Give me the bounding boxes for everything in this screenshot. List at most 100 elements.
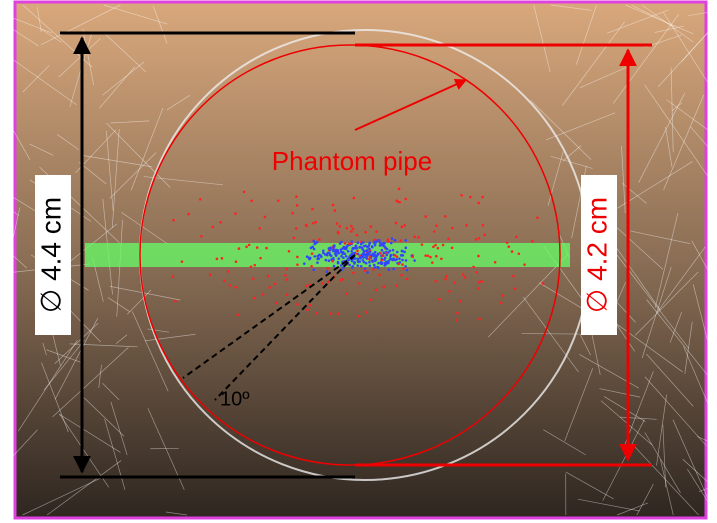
hit	[350, 230, 353, 233]
hit	[379, 241, 382, 244]
hit	[295, 195, 298, 198]
hit	[328, 259, 331, 262]
hit	[435, 255, 438, 258]
hit	[337, 257, 340, 260]
hit	[347, 259, 350, 262]
hit	[379, 244, 382, 247]
hit	[523, 263, 526, 266]
hit	[472, 266, 475, 269]
hit	[296, 263, 299, 266]
hit	[445, 275, 448, 278]
hit	[362, 259, 365, 262]
hit	[502, 294, 505, 297]
hit	[406, 278, 409, 281]
hit	[277, 199, 280, 202]
hit	[250, 200, 253, 203]
hit	[494, 261, 497, 264]
hit	[536, 216, 539, 219]
hit	[424, 254, 427, 257]
hit	[311, 208, 314, 211]
hit	[389, 255, 392, 258]
hit	[377, 262, 380, 265]
hit	[328, 247, 331, 250]
hit	[469, 196, 472, 199]
hit	[475, 238, 478, 241]
hit	[465, 224, 468, 227]
hit	[296, 303, 299, 306]
hit	[370, 298, 373, 301]
hit	[250, 265, 253, 268]
hit	[321, 282, 324, 285]
hit	[248, 244, 251, 247]
hit	[336, 222, 339, 225]
hit	[258, 227, 261, 230]
hit	[252, 277, 255, 280]
hit	[337, 261, 340, 264]
hit	[312, 222, 315, 225]
hit	[507, 245, 510, 248]
hit	[434, 244, 437, 247]
hit	[346, 227, 349, 230]
hit	[398, 257, 401, 260]
hit	[253, 264, 256, 267]
hit	[362, 241, 365, 244]
hit	[435, 224, 438, 227]
hit	[500, 301, 503, 304]
hit	[456, 319, 459, 322]
hit	[350, 250, 353, 253]
hit	[352, 247, 355, 250]
hit	[385, 254, 388, 257]
hit	[171, 275, 174, 278]
hit	[353, 197, 356, 200]
hit	[330, 312, 333, 315]
hit	[326, 267, 329, 270]
hit	[512, 275, 515, 278]
hit	[384, 256, 387, 259]
hit	[406, 269, 409, 272]
hit	[345, 255, 348, 258]
hit	[311, 252, 314, 255]
inner-diameter-label: ∅ 4.2 cm	[581, 197, 612, 313]
hit	[396, 251, 399, 254]
hit	[371, 259, 374, 262]
hit	[378, 274, 381, 277]
angle-label: 10º	[220, 388, 250, 410]
pipe-label: Phantom pipe	[272, 146, 432, 176]
hit	[313, 255, 316, 258]
hit	[404, 239, 407, 242]
hit	[320, 255, 323, 258]
hit	[447, 238, 450, 241]
hit	[256, 246, 259, 249]
hit	[383, 264, 386, 267]
hit	[358, 315, 361, 318]
hit	[401, 254, 404, 257]
hit	[386, 248, 389, 251]
hit	[395, 222, 398, 225]
hit	[398, 188, 401, 191]
hit	[372, 253, 375, 256]
hit	[542, 282, 545, 285]
hit	[355, 245, 358, 248]
hit	[386, 262, 389, 265]
hit	[478, 318, 481, 321]
hit	[518, 252, 521, 255]
hit	[448, 290, 451, 293]
hit	[337, 312, 340, 315]
hit	[284, 274, 287, 277]
hit	[344, 242, 347, 245]
hit	[396, 200, 399, 203]
hit	[275, 302, 278, 305]
hit	[291, 212, 294, 215]
hit	[481, 196, 484, 199]
hit	[238, 247, 241, 250]
hit	[403, 224, 406, 227]
hit	[380, 261, 383, 264]
figure: 10º ∅ 4.4 cm ∅ 4.2 cm Phantom pipe	[0, 0, 717, 523]
hit	[267, 275, 270, 278]
hit	[363, 250, 366, 253]
hit	[432, 245, 435, 248]
hit	[262, 293, 265, 296]
hit	[288, 250, 291, 253]
hit	[296, 204, 299, 207]
hit	[361, 246, 364, 249]
